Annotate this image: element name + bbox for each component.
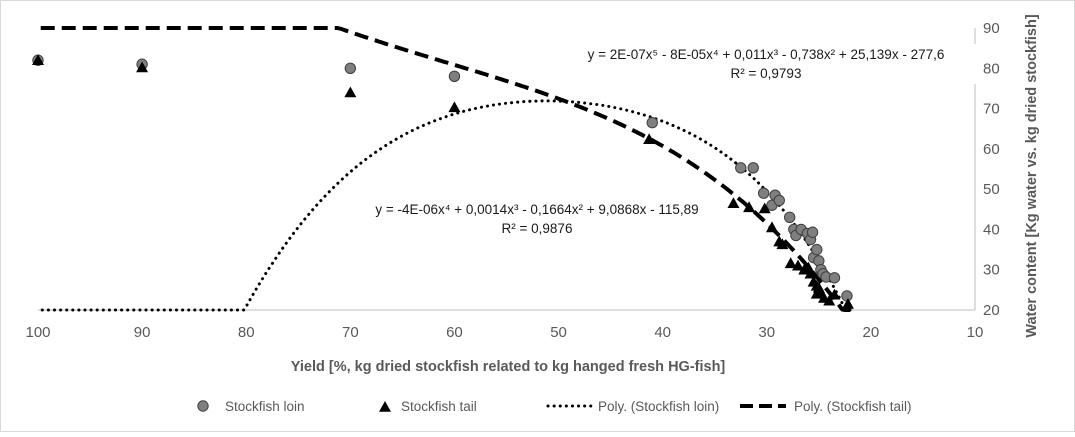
legend-swatch-tail [379,401,391,412]
point-loin [773,194,785,207]
point-loin [448,70,461,83]
point-tail [828,288,841,300]
point-tail [841,297,854,309]
y-tick-label: 90 [983,20,1000,37]
x-tick-label: 30 [758,324,775,341]
point-tail [32,54,44,66]
y-tick-label: 30 [983,262,1000,279]
point-tail [136,61,149,73]
equation-loin: y = 2E-07x⁵ - 8E-05x⁴ + 0,011x³ - 0,738x… [588,47,945,62]
point-tail [823,294,836,306]
trendline-loin [36,99,852,312]
equation-tail: y = -4E-06x⁴ + 0,0014x³ - 0,1664x² + 9,0… [375,202,698,217]
point-loin [747,162,759,174]
x-tick-label: 50 [550,324,567,341]
x-axis-title: Yield [%, kg dried stockfish related to … [291,359,726,375]
x-tick-label: 10 [967,324,984,341]
legend-label: Stockfish loin [225,399,305,414]
point-loin [735,162,747,174]
legend-item: Poly. (Stockfish tail) [740,399,912,414]
point-tail [758,202,771,214]
x-tick-label: 20 [863,324,880,341]
point-tail [792,259,805,271]
point-tail [765,221,778,233]
trendlines [36,26,852,312]
y-tick-label: 60 [983,141,1000,158]
legend-label: Poly. (Stockfish loin) [598,399,719,414]
point-tail [776,238,789,250]
x-tick-label: 80 [238,324,255,341]
legend-item: Stockfish tail [379,399,477,414]
point-loin [811,243,823,256]
x-tick-label: 40 [654,324,671,341]
legend-swatch-loin [197,400,209,412]
r2-tail: R² = 0,9876 [502,221,573,236]
x-tick-label: 100 [25,324,50,341]
x-tick-label: 60 [446,324,463,341]
y-axis-title: Water content [Kg water vs. kg dried sto… [1024,14,1040,338]
point-loin [344,62,357,74]
trendline-tail [38,26,851,312]
point-tail [804,267,817,279]
y-tick-label: 70 [983,101,1000,118]
y-tick-label: 20 [983,302,1000,319]
point-tail [448,101,461,113]
point-tail [643,133,656,144]
series-tail [32,54,854,309]
point-tail [727,197,740,209]
point-loin [841,290,853,302]
legend-label: Stockfish tail [401,399,477,414]
y-tick-label: 80 [983,60,1000,77]
x-tick-label: 70 [342,324,359,341]
y-tick-label: 40 [983,221,1000,238]
point-tail [344,86,357,98]
point-loin [757,187,770,199]
data-points [32,54,854,309]
legend-item: Stockfish loin [197,399,305,414]
legend-item: Poly. (Stockfish loin) [546,399,719,414]
annotations: y = 2E-07x⁵ - 8E-05x⁴ + 0,011x³ - 0,738x… [350,44,978,238]
r2-loin: R² = 0,9793 [731,66,802,81]
annotation-background-loin [555,44,978,84]
point-tail [743,201,756,213]
point-loin [806,226,819,238]
annotation-background-tail [350,198,725,238]
y-tick-label: 50 [983,181,1000,198]
point-loin [646,116,658,129]
point-tail [784,257,797,269]
point-loin [783,211,796,224]
point-loin [828,272,841,284]
legend-label: Poly. (Stockfish tail) [794,399,912,414]
x-tick-label: 90 [134,324,151,341]
legend: Stockfish loin Stockfish tail Poly. (Stock… [197,399,912,414]
